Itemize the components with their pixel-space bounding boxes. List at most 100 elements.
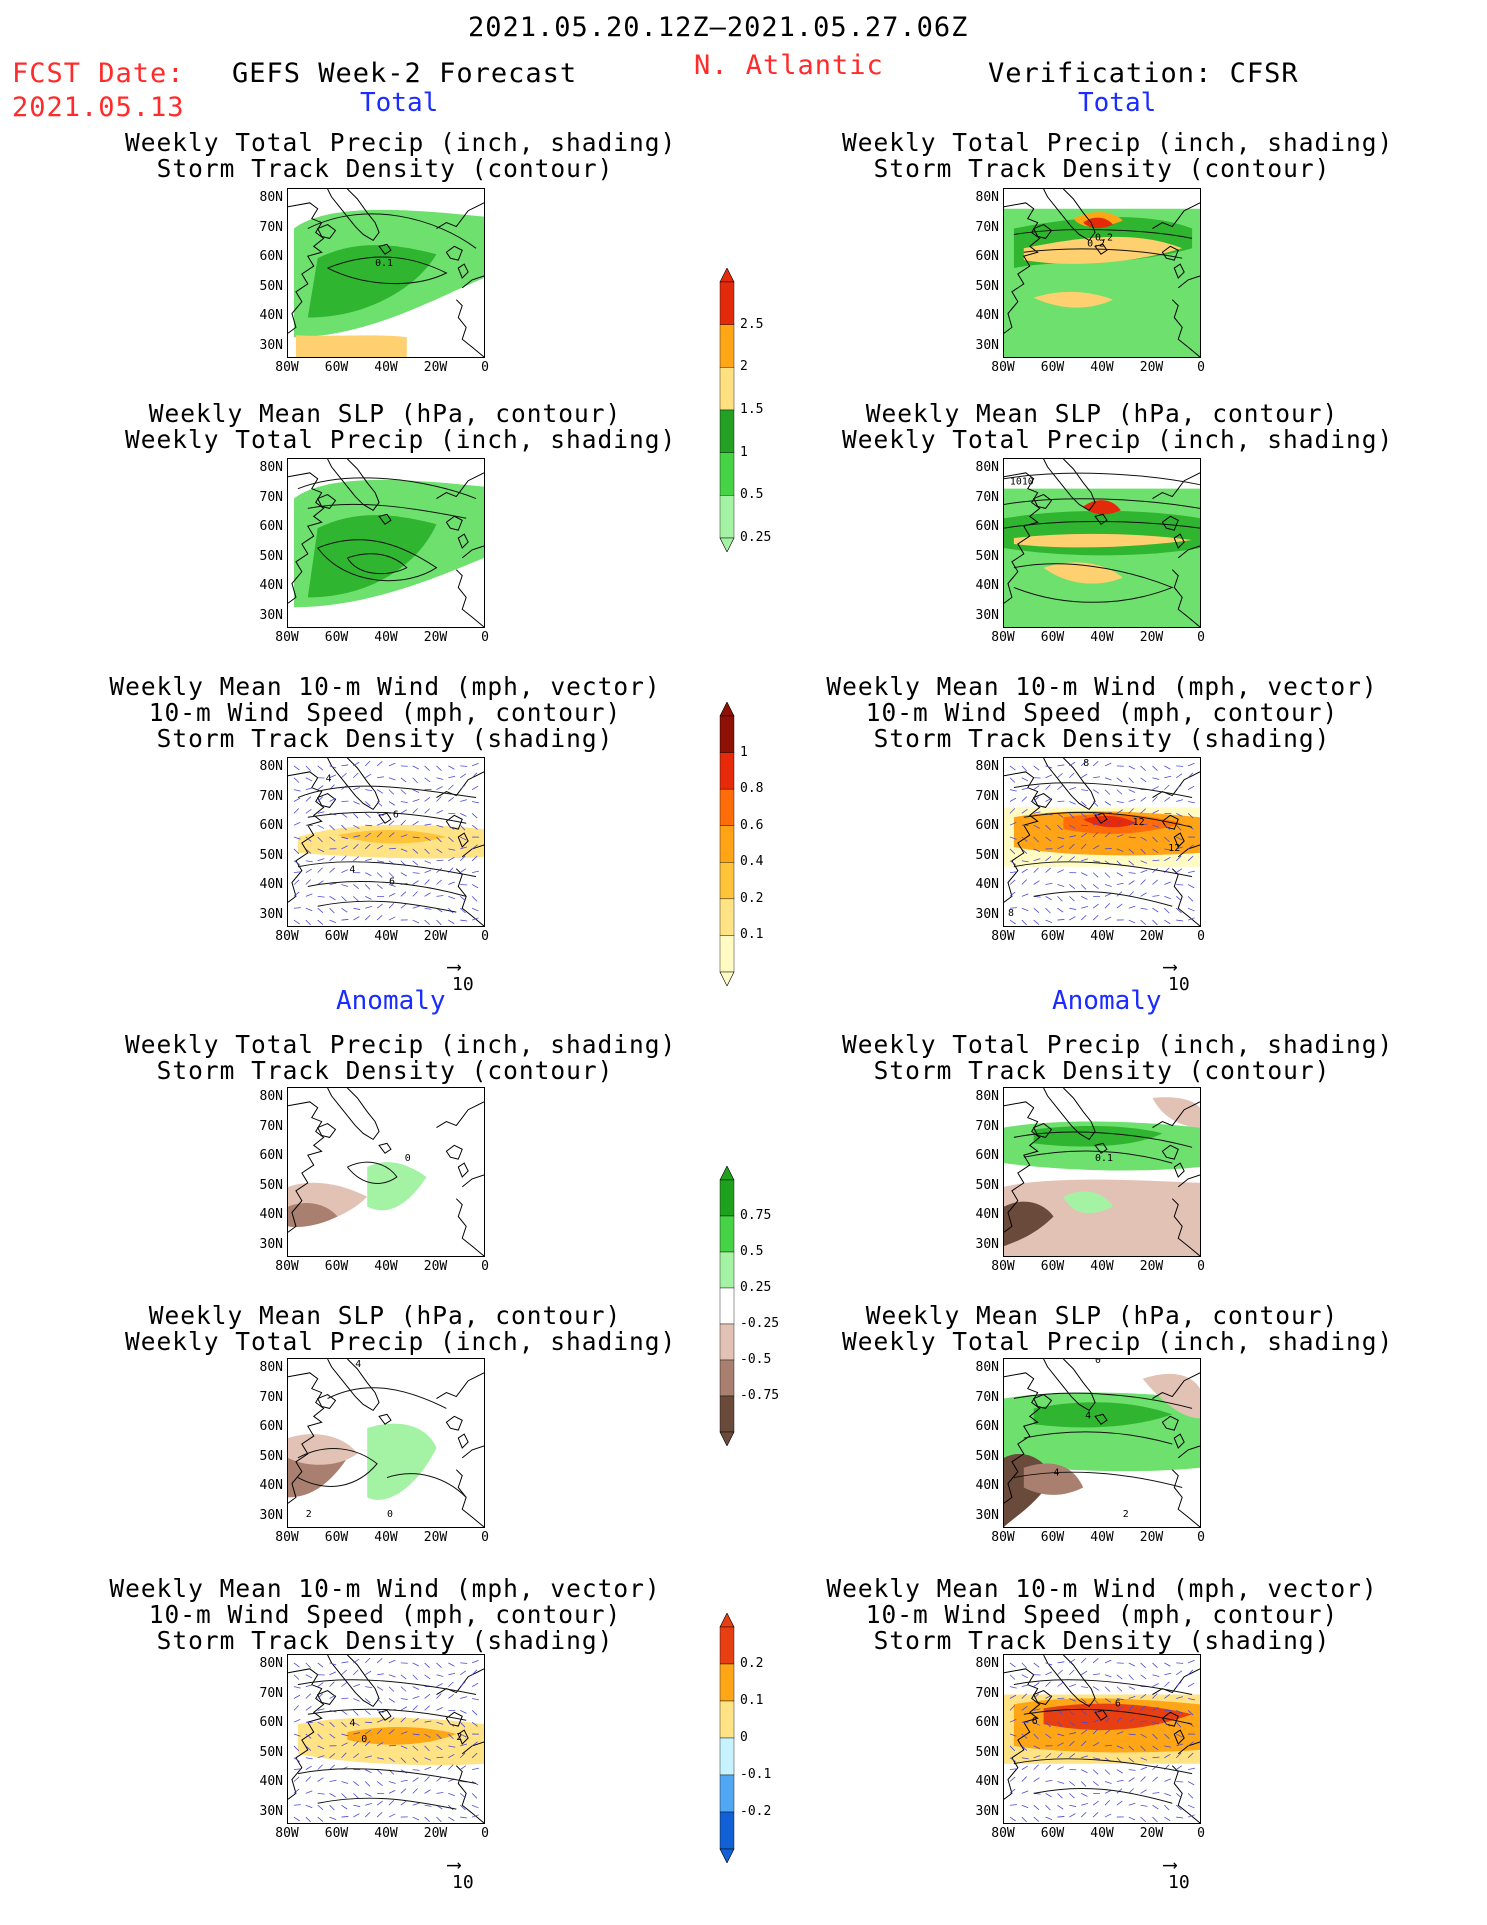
wind-vector <box>1152 796 1158 802</box>
wind-vector <box>305 787 313 791</box>
wind-vector <box>424 1757 432 1761</box>
wind-vector <box>1033 1733 1039 1740</box>
wind-vector <box>471 1710 478 1716</box>
wind-vector <box>1187 855 1194 862</box>
contour-line <box>327 1387 447 1409</box>
coastline <box>317 1690 337 1705</box>
wind-vector <box>364 1811 371 1818</box>
lat-tick-label: 30N <box>975 1507 999 1523</box>
wind-vector <box>424 808 430 814</box>
wind-vector <box>1033 785 1040 790</box>
wind-vector <box>1021 1757 1029 1760</box>
wind-vector <box>1033 1755 1041 1759</box>
wind-vector <box>1009 1816 1016 1822</box>
wind-vector <box>341 896 347 902</box>
wind-vector <box>353 1710 359 1716</box>
wind-vector <box>1057 1804 1064 1810</box>
colorbar-cap <box>719 702 735 717</box>
contour-line <box>1013 1131 1193 1148</box>
wind-vector <box>412 789 420 793</box>
wind-vector <box>1092 1709 1100 1714</box>
colorbar-track-total: 1 0.8 0.6 0.4 0.2 0.1 <box>718 702 798 986</box>
wind-vector <box>1069 1721 1076 1726</box>
wind-vector <box>353 1793 359 1799</box>
wind-vector <box>1152 1693 1158 1699</box>
lon-tick-label: 80W <box>991 1259 1015 1274</box>
wind-vector <box>293 907 301 909</box>
map-canvas: 40 2 <box>288 1655 484 1823</box>
wind-vector <box>305 1816 311 1823</box>
wind-vector <box>412 872 420 874</box>
lon-tick-label: 20W <box>1139 929 1164 944</box>
wind-vector <box>471 1659 479 1664</box>
wind-vector <box>1140 1662 1146 1668</box>
wind-vector <box>317 848 325 853</box>
colorbar-segment <box>719 935 735 973</box>
coastline <box>317 494 337 509</box>
wind-vector <box>1057 1661 1065 1664</box>
wind-vector <box>471 813 478 819</box>
wind-vector <box>365 1755 372 1759</box>
wind-vector <box>412 919 420 924</box>
contour-line <box>307 881 467 897</box>
wind-vector <box>305 893 313 897</box>
wind-vector <box>388 916 396 921</box>
shaded-region <box>1043 1703 1193 1731</box>
wind-vector <box>1069 1732 1077 1735</box>
wind-vector <box>1128 1733 1136 1736</box>
wind-vector <box>412 1674 418 1680</box>
lat-tick-label: 50N <box>975 1177 999 1193</box>
lon-tick-label: 60W <box>1040 630 1065 645</box>
wind-vector <box>1152 765 1158 771</box>
wind-vector <box>1080 1729 1088 1735</box>
wind-vector <box>329 882 337 885</box>
wind-vector <box>1092 1769 1099 1775</box>
wind-vector <box>400 1757 406 1763</box>
wind-vector <box>471 1752 478 1759</box>
title-total-precip-left: Weekly Total Precip (inch, shading) Storm… <box>125 128 677 183</box>
wind-vector <box>305 1804 313 1809</box>
lat-tick-label: 60N <box>259 519 283 534</box>
lat-tick-label: 60N <box>259 249 283 264</box>
wind-vector <box>364 1740 371 1747</box>
wind-vector <box>353 916 360 921</box>
wind-vector <box>1116 1745 1124 1749</box>
wind-vector <box>329 1753 336 1759</box>
wind-vector <box>376 915 383 921</box>
contour-line <box>307 1708 467 1721</box>
wind-vector <box>1045 1804 1051 1811</box>
wind-vector <box>329 1662 337 1666</box>
wind-vector <box>471 1804 479 1809</box>
shaded-region <box>1004 1179 1200 1256</box>
wind-vector <box>471 1682 479 1687</box>
contour-label: 0 <box>405 1153 411 1164</box>
lon-tick-label: 40W <box>1090 360 1114 375</box>
colorbar-label: 1.5 <box>740 402 764 417</box>
wind-vector <box>400 809 407 814</box>
lat-tick-label: 80N <box>259 190 283 205</box>
wind-vector <box>1140 892 1147 897</box>
lat-tick-label: 40N <box>259 1478 283 1493</box>
wind-vector <box>376 1698 383 1704</box>
wind-vector <box>1187 1682 1195 1687</box>
wind-vector <box>376 1800 383 1806</box>
coastline <box>445 515 463 531</box>
lat-tick-label: 80N <box>259 759 283 774</box>
wind-vector <box>317 1721 325 1726</box>
wind-vector <box>1152 836 1158 843</box>
wind-vector <box>1164 784 1170 790</box>
map-total-precip-forecast: 0.1 <box>287 188 485 358</box>
contour-label: 2 <box>306 1509 312 1520</box>
coastline <box>327 189 380 242</box>
wind-vector <box>1104 1769 1111 1775</box>
wind-vector <box>1104 916 1112 921</box>
wind-vector <box>376 812 384 817</box>
wind-vector <box>1009 1804 1017 1806</box>
wind-vector <box>460 1733 467 1738</box>
wind-vector <box>1021 1733 1028 1739</box>
wind-vector <box>1152 1674 1160 1677</box>
lon-tick-label: 40W <box>1090 929 1114 944</box>
coastline <box>327 758 380 811</box>
wind-vector <box>424 777 431 783</box>
wind-vector <box>364 832 372 838</box>
